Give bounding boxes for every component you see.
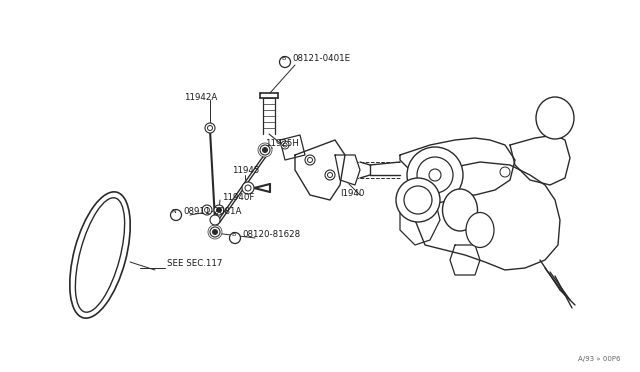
Ellipse shape: [76, 198, 125, 312]
Text: N: N: [172, 208, 177, 214]
Circle shape: [230, 232, 241, 244]
Circle shape: [210, 215, 220, 225]
Polygon shape: [510, 135, 570, 185]
Circle shape: [210, 227, 220, 237]
Polygon shape: [295, 140, 345, 200]
Text: 08121-0401E: 08121-0401E: [292, 54, 350, 62]
Polygon shape: [280, 135, 305, 160]
Circle shape: [260, 145, 270, 155]
Text: SEE SEC.117: SEE SEC.117: [167, 260, 222, 269]
Text: 11940F: 11940F: [222, 192, 254, 202]
Circle shape: [205, 123, 215, 133]
Polygon shape: [450, 245, 480, 275]
Circle shape: [281, 141, 289, 149]
Circle shape: [212, 230, 218, 234]
Text: B: B: [231, 231, 235, 237]
Circle shape: [429, 169, 441, 181]
Circle shape: [407, 147, 463, 203]
Circle shape: [307, 157, 312, 163]
Ellipse shape: [442, 189, 477, 231]
Text: I1940: I1940: [340, 189, 364, 198]
Circle shape: [396, 178, 440, 222]
Circle shape: [262, 148, 268, 153]
Circle shape: [214, 205, 224, 215]
Polygon shape: [415, 162, 560, 270]
Ellipse shape: [70, 192, 130, 318]
Circle shape: [404, 186, 432, 214]
Polygon shape: [400, 138, 515, 195]
Polygon shape: [335, 155, 360, 185]
Circle shape: [216, 208, 221, 212]
Circle shape: [245, 185, 251, 191]
Circle shape: [202, 205, 212, 215]
Text: A/93 » 00P6: A/93 » 00P6: [577, 356, 620, 362]
Circle shape: [328, 173, 333, 177]
Circle shape: [325, 170, 335, 180]
Circle shape: [305, 155, 315, 165]
Ellipse shape: [536, 97, 574, 139]
Text: 11945: 11945: [232, 166, 259, 174]
Text: 08120-81628: 08120-81628: [242, 230, 300, 238]
Circle shape: [280, 57, 291, 67]
Circle shape: [207, 125, 212, 131]
Text: 11925H: 11925H: [265, 138, 299, 148]
Text: B: B: [281, 55, 285, 61]
Circle shape: [205, 208, 209, 212]
Circle shape: [208, 225, 222, 239]
Ellipse shape: [466, 212, 494, 247]
Text: 08911-2081A: 08911-2081A: [183, 206, 241, 215]
Circle shape: [170, 209, 182, 221]
Circle shape: [242, 182, 254, 194]
Polygon shape: [400, 190, 440, 245]
Circle shape: [417, 157, 453, 193]
Polygon shape: [210, 148, 272, 232]
Text: 11942A: 11942A: [184, 93, 217, 102]
Circle shape: [283, 143, 287, 147]
Circle shape: [500, 167, 510, 177]
Circle shape: [258, 143, 272, 157]
